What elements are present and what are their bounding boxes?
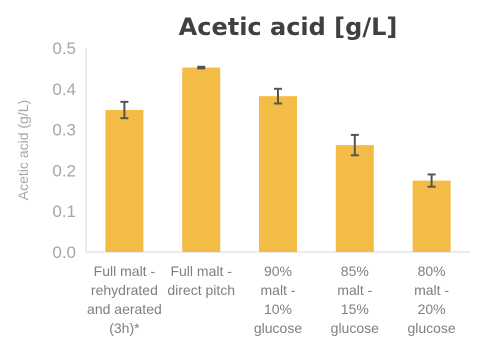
bar bbox=[105, 110, 144, 253]
x-tick-label: 90% malt -10% glucose bbox=[254, 263, 302, 336]
error-bar bbox=[197, 65, 206, 70]
bar bbox=[182, 67, 221, 252]
y-tick-label: 0.0 bbox=[52, 243, 76, 262]
error-bars bbox=[120, 65, 436, 188]
x-tick-label: 85% malt -15% glucose bbox=[331, 263, 379, 336]
bars bbox=[105, 67, 451, 253]
y-tick-label: 0.3 bbox=[52, 121, 76, 140]
bar bbox=[412, 180, 451, 252]
y-axis-ticks: 0.0 0.1 0.2 0.3 0.4 0.5 bbox=[52, 39, 76, 262]
bar bbox=[335, 145, 374, 252]
x-tick-label: Full malt -rehydrated and aerated (3h)* bbox=[87, 263, 162, 336]
y-tick-label: 0.5 bbox=[52, 39, 76, 58]
error-bar bbox=[350, 133, 359, 157]
error-bar bbox=[274, 87, 282, 105]
y-axis-label: Acetic acid (g/L) bbox=[15, 100, 31, 200]
chart-title: Acetic acid [g/L] bbox=[179, 13, 398, 41]
x-axis-labels: Full malt -rehydrated and aerated (3h)*Ful… bbox=[87, 263, 456, 336]
y-tick-label: 0.2 bbox=[52, 161, 76, 180]
error-bar bbox=[120, 100, 129, 120]
x-tick-label: Full malt -direct pitch bbox=[167, 263, 235, 298]
y-tick-label: 0.1 bbox=[52, 202, 76, 221]
x-tick-label: 80% malt -20% glucose bbox=[407, 263, 455, 336]
error-bar bbox=[427, 173, 436, 188]
y-tick-label: 0.4 bbox=[52, 80, 76, 99]
bar bbox=[259, 96, 297, 252]
